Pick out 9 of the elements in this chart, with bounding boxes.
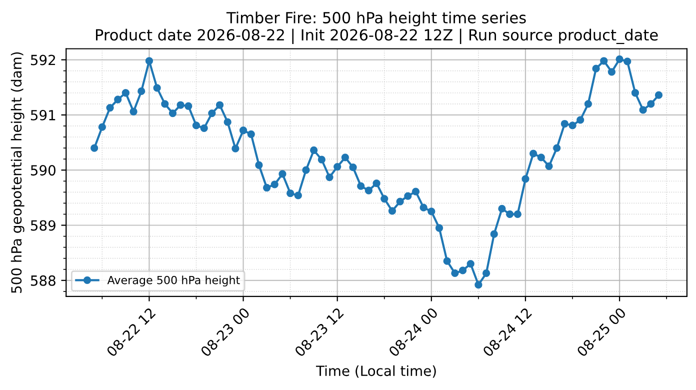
y-tick-label: 590 [30, 165, 56, 176]
y-tick-label: 592 [30, 54, 56, 66]
y-tick-label: 589 [30, 220, 56, 231]
y-tick-label: 588 [30, 275, 56, 286]
chart-title: Timber Fire: 500 hPa height time series Product date 2026-08-22 | Init 2026-08-22 12Z | Run source product_date [96, 12, 658, 44]
x-axis-title: Time (Local time) [316, 365, 436, 378]
y-tick-label: 591 [30, 110, 56, 120]
legend-label: Average 500 hPa height [107, 276, 240, 286]
y-axis-title: 500 hPa geopotential height (dam) [10, 52, 24, 293]
